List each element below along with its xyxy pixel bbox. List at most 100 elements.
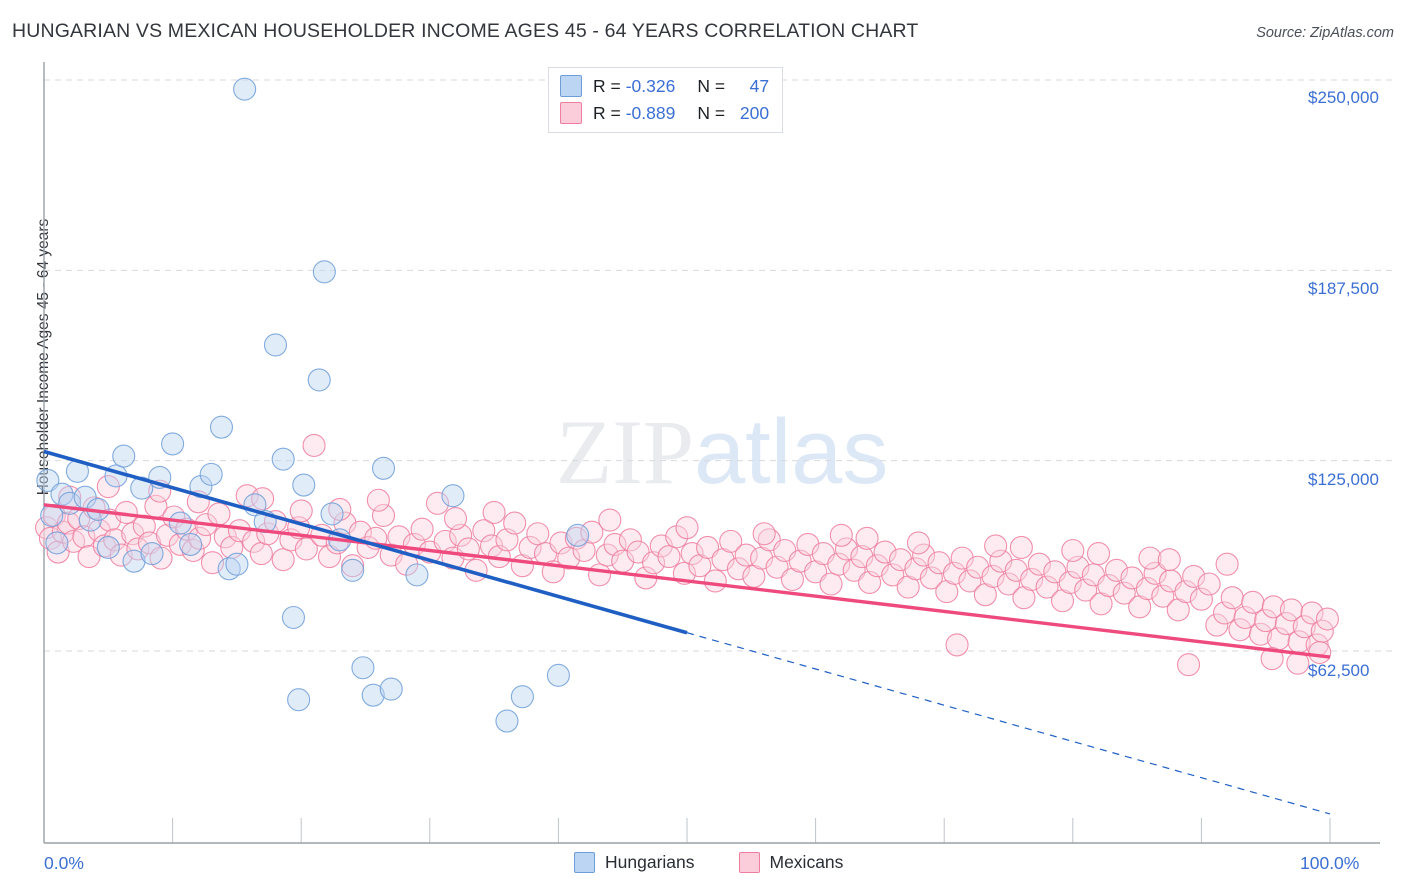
data-point: [425, 491, 450, 515]
data-point: [199, 462, 223, 486]
series-swatch-hungarians: [574, 852, 595, 873]
n-value-mexicans: 200: [739, 102, 770, 123]
data-point: [958, 569, 982, 593]
series-legend-item-hungarians[interactable]: Hungarians: [574, 852, 695, 873]
data-point: [45, 531, 69, 555]
data-point: [1104, 558, 1129, 582]
data-point: [842, 558, 866, 582]
data-point: [1027, 552, 1051, 576]
data-point: [1274, 612, 1298, 636]
data-point: [1292, 615, 1316, 639]
data-point: [249, 541, 273, 566]
data-point: [302, 433, 326, 457]
data-point: [587, 563, 612, 587]
series-label-mexicans: Mexicans: [769, 852, 844, 872]
n-label-hungarians: N =: [697, 75, 726, 96]
data-point: [984, 534, 1008, 558]
data-point: [287, 688, 311, 712]
data-point: [1086, 541, 1111, 566]
data-point: [665, 525, 689, 549]
data-point: [207, 502, 231, 526]
data-point: [1143, 561, 1167, 585]
data-point: [130, 476, 154, 500]
data-point: [38, 526, 62, 550]
data-point: [181, 538, 205, 563]
data-point: [235, 484, 259, 508]
data-point: [328, 497, 352, 521]
data-point: [834, 537, 859, 561]
data-point: [379, 677, 403, 701]
data-point: [981, 564, 1005, 588]
legend-swatch-mexicans: [560, 102, 582, 124]
data-point: [351, 656, 375, 680]
data-point: [112, 444, 136, 468]
data-point: [217, 557, 241, 581]
data-point: [1215, 552, 1239, 576]
data-point: [251, 487, 275, 511]
data-point: [263, 333, 288, 357]
x-tick-label-max: 100.0%: [1300, 853, 1360, 873]
data-point: [546, 663, 570, 687]
data-point: [1189, 587, 1213, 611]
series-swatch-mexicans: [738, 852, 760, 873]
data-point: [1097, 573, 1121, 598]
data-point: [1197, 572, 1221, 596]
data-point: [1261, 595, 1285, 619]
data-point: [734, 543, 758, 567]
data-point: [1300, 601, 1324, 625]
data-point: [945, 633, 969, 657]
legend-swatch-hungarians: [560, 75, 582, 97]
data-point: [1020, 567, 1044, 591]
data-point: [1058, 570, 1082, 595]
data-point: [1233, 605, 1257, 630]
data-point: [371, 503, 396, 528]
stat-row-hungarians: R = -0.326 N = 47: [560, 75, 769, 97]
data-point: [827, 552, 851, 576]
data-point: [1176, 653, 1201, 677]
data-point: [557, 546, 581, 570]
data-point: [292, 473, 316, 497]
data-point: [1151, 584, 1175, 608]
r-value-hungarians: -0.326: [625, 75, 676, 96]
data-point: [829, 523, 853, 547]
data-point: [366, 488, 390, 512]
data-point: [726, 557, 750, 581]
data-point: [1241, 590, 1265, 614]
data-point: [410, 517, 434, 541]
series-legend: Hungarians Mexicans: [574, 852, 877, 873]
data-point: [1074, 578, 1098, 602]
data-point: [233, 77, 257, 101]
n-value-hungarians: 47: [749, 75, 770, 96]
data-point: [225, 552, 249, 576]
data-point: [317, 545, 342, 569]
page-title: HUNGARIAN VS MEXICAN HOUSEHOLDER INCOME …: [12, 20, 919, 42]
data-point: [341, 558, 365, 582]
y-tick-label-187500: $187,500: [1308, 279, 1379, 298]
data-point: [1260, 647, 1284, 671]
data-point: [36, 468, 60, 493]
data-point: [271, 548, 295, 572]
data-point: [996, 572, 1021, 596]
data-point: [1174, 580, 1198, 604]
y-tick-label-62500: $62,500: [1308, 661, 1370, 680]
data-point: [155, 523, 180, 547]
data-point: [906, 531, 931, 555]
data-point: [1009, 535, 1033, 560]
series-legend-item-mexicans[interactable]: Mexicans: [738, 852, 844, 873]
data-point: [1249, 622, 1273, 646]
data-point: [1135, 577, 1159, 601]
data-point: [1035, 575, 1059, 599]
data-point: [179, 532, 203, 556]
data-point: [161, 432, 185, 456]
data-point: [503, 511, 527, 535]
trend-lines: [43, 449, 1331, 815]
data-point: [510, 685, 534, 709]
data-point: [618, 528, 642, 552]
data-point: [1220, 586, 1244, 610]
statistics-legend: R = -0.326 N = 47 R = -0.889 N = 200: [548, 67, 784, 133]
hungarians-data-points: [36, 77, 590, 733]
data-point: [1138, 546, 1162, 570]
data-point: [50, 482, 74, 506]
